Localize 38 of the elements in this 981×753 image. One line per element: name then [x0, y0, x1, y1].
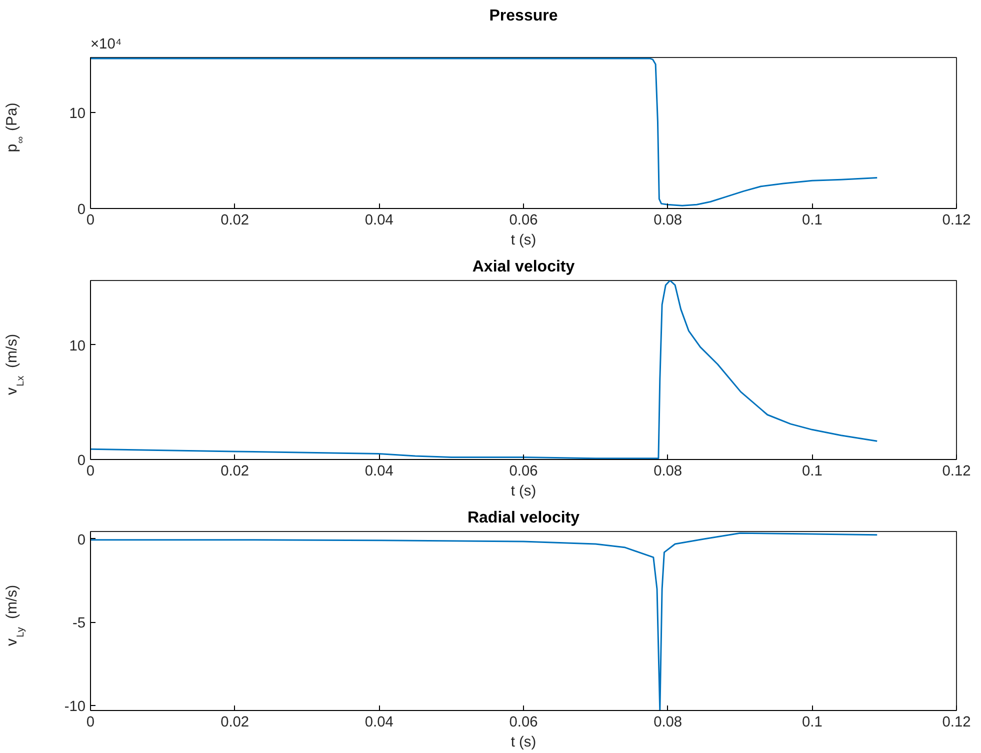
x-tick-label: 0.06: [509, 464, 538, 480]
x-tick-label: 0.1: [802, 212, 822, 228]
y-tick-label: 10: [69, 338, 86, 354]
line-series: [90, 532, 878, 710]
x-tick-label: 0.08: [654, 714, 682, 730]
x-axis-title: t (s): [510, 232, 536, 248]
x-tick-label: 0.12: [942, 212, 971, 228]
x-tick-label: 0.08: [654, 464, 682, 480]
x-tick-label: 0.02: [220, 212, 250, 228]
y-tick-label: 0: [77, 532, 86, 548]
text: ×10⁴: [90, 36, 122, 52]
line-series: [90, 280, 878, 460]
x-axis-title: t (s): [510, 484, 536, 500]
y-tick-label: -10: [64, 699, 86, 716]
x-tick-label: 0.02: [220, 714, 250, 730]
x-tick-label: 0.04: [364, 714, 394, 730]
x-tick-label: 0.04: [364, 212, 394, 228]
y-axis-title: vLx (m/s): [4, 334, 26, 396]
x-tick-label: 0.12: [942, 464, 971, 480]
y-tick-label: 0: [77, 453, 86, 469]
x-tick-label: 0.06: [509, 212, 538, 228]
y-tick-label: 10: [69, 106, 86, 122]
chart-title: Axial velocity: [472, 258, 575, 276]
x-tick-label: 0.1: [802, 464, 822, 480]
x-tick-label: 0.02: [220, 464, 250, 480]
y-axis-title: p∞ (Pa): [4, 102, 26, 152]
x-tick-label: 0.04: [364, 464, 394, 480]
x-tick-label: 0.06: [509, 714, 538, 730]
x-tick-label: 0.12: [942, 714, 971, 730]
y-tick-label: 0: [77, 202, 86, 218]
x-axis-title: t (s): [510, 734, 536, 750]
y-tick-label: -5: [72, 616, 86, 632]
line-series: [90, 58, 878, 206]
x-tick-label: 0.1: [802, 714, 822, 730]
y-axis-title: vLy (m/s): [4, 584, 26, 646]
chart-title: Pressure: [489, 8, 558, 24]
x-tick-label: 0.08: [654, 212, 682, 228]
chart-title: Radial velocity: [467, 510, 580, 526]
